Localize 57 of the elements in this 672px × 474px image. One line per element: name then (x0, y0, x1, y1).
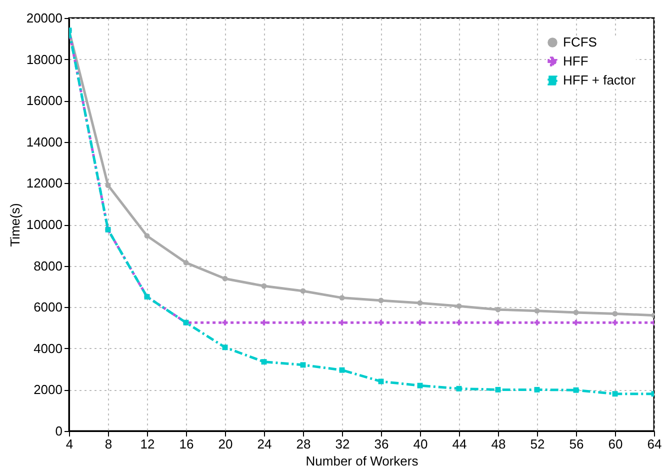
point (534, 308, 540, 314)
y-tick-label: 0 (55, 424, 62, 438)
point (417, 382, 423, 388)
point (300, 362, 306, 368)
point (573, 310, 579, 316)
x-tick-label: 48 (491, 436, 506, 452)
point (378, 298, 384, 304)
x-tick-label: 36 (374, 436, 389, 452)
y-tick-label: 6000 (34, 300, 62, 315)
point (300, 288, 306, 294)
y-tick-label: 2000 (34, 382, 62, 398)
point (534, 386, 540, 392)
x-tick-label: 8 (104, 436, 112, 452)
x-tick-label: 28 (296, 436, 311, 452)
x-tick-label: 60 (608, 436, 623, 452)
x-tick-label: 56 (569, 436, 584, 452)
point (612, 310, 618, 316)
x-tick-label: 16 (179, 436, 194, 452)
y-axis-title: Time(s) (7, 203, 22, 247)
point (339, 367, 345, 373)
point (417, 300, 423, 306)
point (456, 386, 462, 392)
y-tick-label: 4000 (34, 340, 62, 356)
x-tick-label: 12 (140, 436, 155, 452)
y-tick-label: 12000 (26, 176, 62, 191)
point (573, 387, 579, 393)
y-tick-label: 18000 (26, 52, 62, 67)
point (222, 344, 228, 350)
y-tick-label: 10000 (26, 217, 62, 232)
point (495, 306, 501, 312)
point (456, 303, 462, 309)
point (183, 260, 189, 266)
legend-label: HFF + factor (563, 72, 636, 88)
x-tick-label: 64 (647, 436, 662, 452)
point (144, 233, 150, 239)
x-tick-label: 44 (452, 436, 467, 452)
y-tick-label: 20000 (26, 10, 62, 26)
x-tick-label: 4 (66, 436, 74, 452)
point (105, 182, 111, 188)
y-tick-label: 14000 (26, 134, 62, 150)
point (222, 276, 228, 282)
x-tick-label: 20 (218, 436, 233, 452)
legend-label: HFF (563, 54, 588, 68)
point (378, 378, 384, 384)
x-tick-label: 24 (257, 436, 272, 452)
point (261, 283, 267, 289)
legend-label: FCFS (563, 34, 598, 50)
y-tick-label: 8000 (34, 258, 62, 274)
point (261, 359, 267, 365)
x-tick-label: 40 (413, 436, 428, 452)
x-tick-label: 32 (335, 436, 350, 452)
x-axis-title: Number of Workers (306, 454, 419, 468)
point (495, 386, 501, 392)
point (612, 391, 618, 397)
x-tick-label: 52 (530, 436, 545, 452)
point (339, 295, 345, 301)
y-tick-label: 16000 (26, 93, 62, 108)
